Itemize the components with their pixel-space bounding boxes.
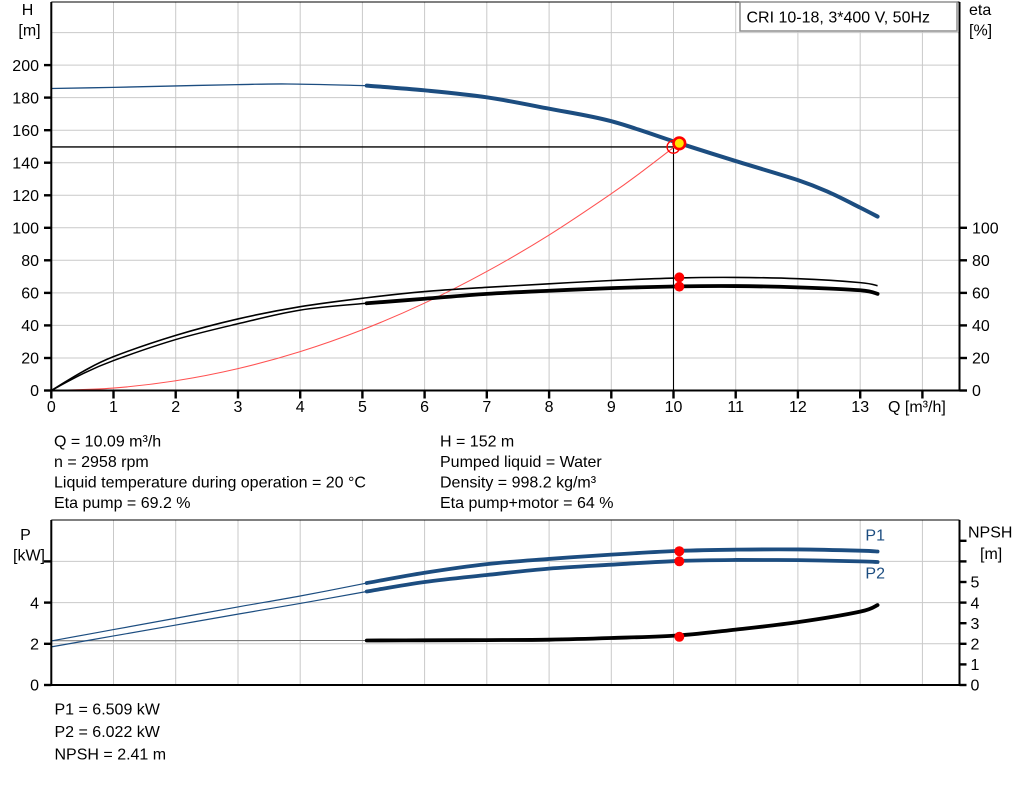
- svg-text:Eta pump = 69.2 %: Eta pump = 69.2 %: [54, 495, 191, 512]
- svg-text:Liquid temperature during oper: Liquid temperature during operation = 20…: [54, 475, 366, 492]
- svg-text:Eta pump+motor = 64 %: Eta pump+motor = 64 %: [440, 495, 613, 512]
- svg-text:P1: P1: [865, 528, 885, 545]
- svg-text:12: 12: [789, 399, 807, 416]
- svg-text:P2 = 6.022 kW: P2 = 6.022 kW: [55, 724, 161, 741]
- svg-text:H: H: [22, 2, 34, 19]
- svg-text:3: 3: [971, 616, 980, 633]
- svg-text:[%]: [%]: [969, 23, 992, 40]
- svg-text:20: 20: [21, 351, 39, 368]
- svg-text:100: 100: [972, 221, 999, 238]
- svg-text:7: 7: [482, 399, 491, 416]
- svg-text:[kW]: [kW]: [13, 548, 45, 565]
- svg-text:4: 4: [971, 595, 980, 612]
- svg-text:Pumped liquid = Water: Pumped liquid = Water: [440, 454, 602, 471]
- svg-text:n = 2958 rpm: n = 2958 rpm: [54, 454, 149, 471]
- svg-text:Q = 10.09 m³/h: Q = 10.09 m³/h: [54, 433, 161, 450]
- svg-text:[m]: [m]: [18, 23, 40, 40]
- svg-text:eta: eta: [969, 2, 991, 19]
- svg-text:4: 4: [296, 399, 305, 416]
- svg-text:4: 4: [30, 595, 39, 612]
- svg-text:2: 2: [971, 637, 980, 654]
- svg-text:2: 2: [30, 637, 39, 654]
- svg-text:1: 1: [971, 657, 980, 674]
- svg-text:3: 3: [234, 399, 243, 416]
- svg-text:13: 13: [851, 399, 869, 416]
- svg-text:CRI 10-18, 3*400 V, 50Hz: CRI 10-18, 3*400 V, 50Hz: [747, 10, 931, 27]
- svg-text:11: 11: [727, 399, 744, 416]
- svg-text:120: 120: [12, 188, 39, 205]
- svg-text:160: 160: [12, 123, 39, 140]
- svg-text:[m]: [m]: [980, 546, 1002, 563]
- svg-text:5: 5: [971, 575, 980, 592]
- svg-text:0: 0: [47, 399, 56, 416]
- svg-text:0: 0: [30, 383, 39, 400]
- svg-text:140: 140: [12, 155, 39, 172]
- svg-text:2: 2: [171, 399, 180, 416]
- svg-text:80: 80: [972, 253, 990, 270]
- svg-text:P: P: [20, 527, 31, 544]
- svg-text:5: 5: [358, 399, 367, 416]
- svg-text:Density = 998.2 kg/m³: Density = 998.2 kg/m³: [440, 475, 597, 492]
- svg-text:20: 20: [972, 351, 990, 368]
- svg-text:180: 180: [12, 90, 39, 107]
- svg-text:6: 6: [420, 399, 429, 416]
- svg-text:10: 10: [665, 399, 683, 416]
- svg-text:80: 80: [21, 253, 39, 270]
- svg-text:40: 40: [21, 318, 39, 335]
- svg-text:Q [m³/h]: Q [m³/h]: [888, 399, 946, 416]
- svg-text:NPSH = 2.41 m: NPSH = 2.41 m: [55, 747, 167, 764]
- svg-text:0: 0: [30, 678, 39, 695]
- svg-text:0: 0: [972, 383, 981, 400]
- svg-text:8: 8: [545, 399, 554, 416]
- svg-text:200: 200: [12, 58, 39, 75]
- svg-text:40: 40: [972, 318, 990, 335]
- svg-text:1: 1: [109, 399, 118, 416]
- svg-text:100: 100: [12, 221, 39, 238]
- svg-text:NPSH: NPSH: [968, 525, 1012, 542]
- svg-text:9: 9: [607, 399, 616, 416]
- svg-text:60: 60: [21, 286, 39, 303]
- svg-text:P1 = 6.509 kW: P1 = 6.509 kW: [55, 701, 161, 718]
- svg-text:P2: P2: [865, 566, 885, 583]
- svg-text:0: 0: [971, 678, 980, 695]
- svg-text:H = 152 m: H = 152 m: [440, 433, 514, 450]
- svg-text:60: 60: [972, 286, 990, 303]
